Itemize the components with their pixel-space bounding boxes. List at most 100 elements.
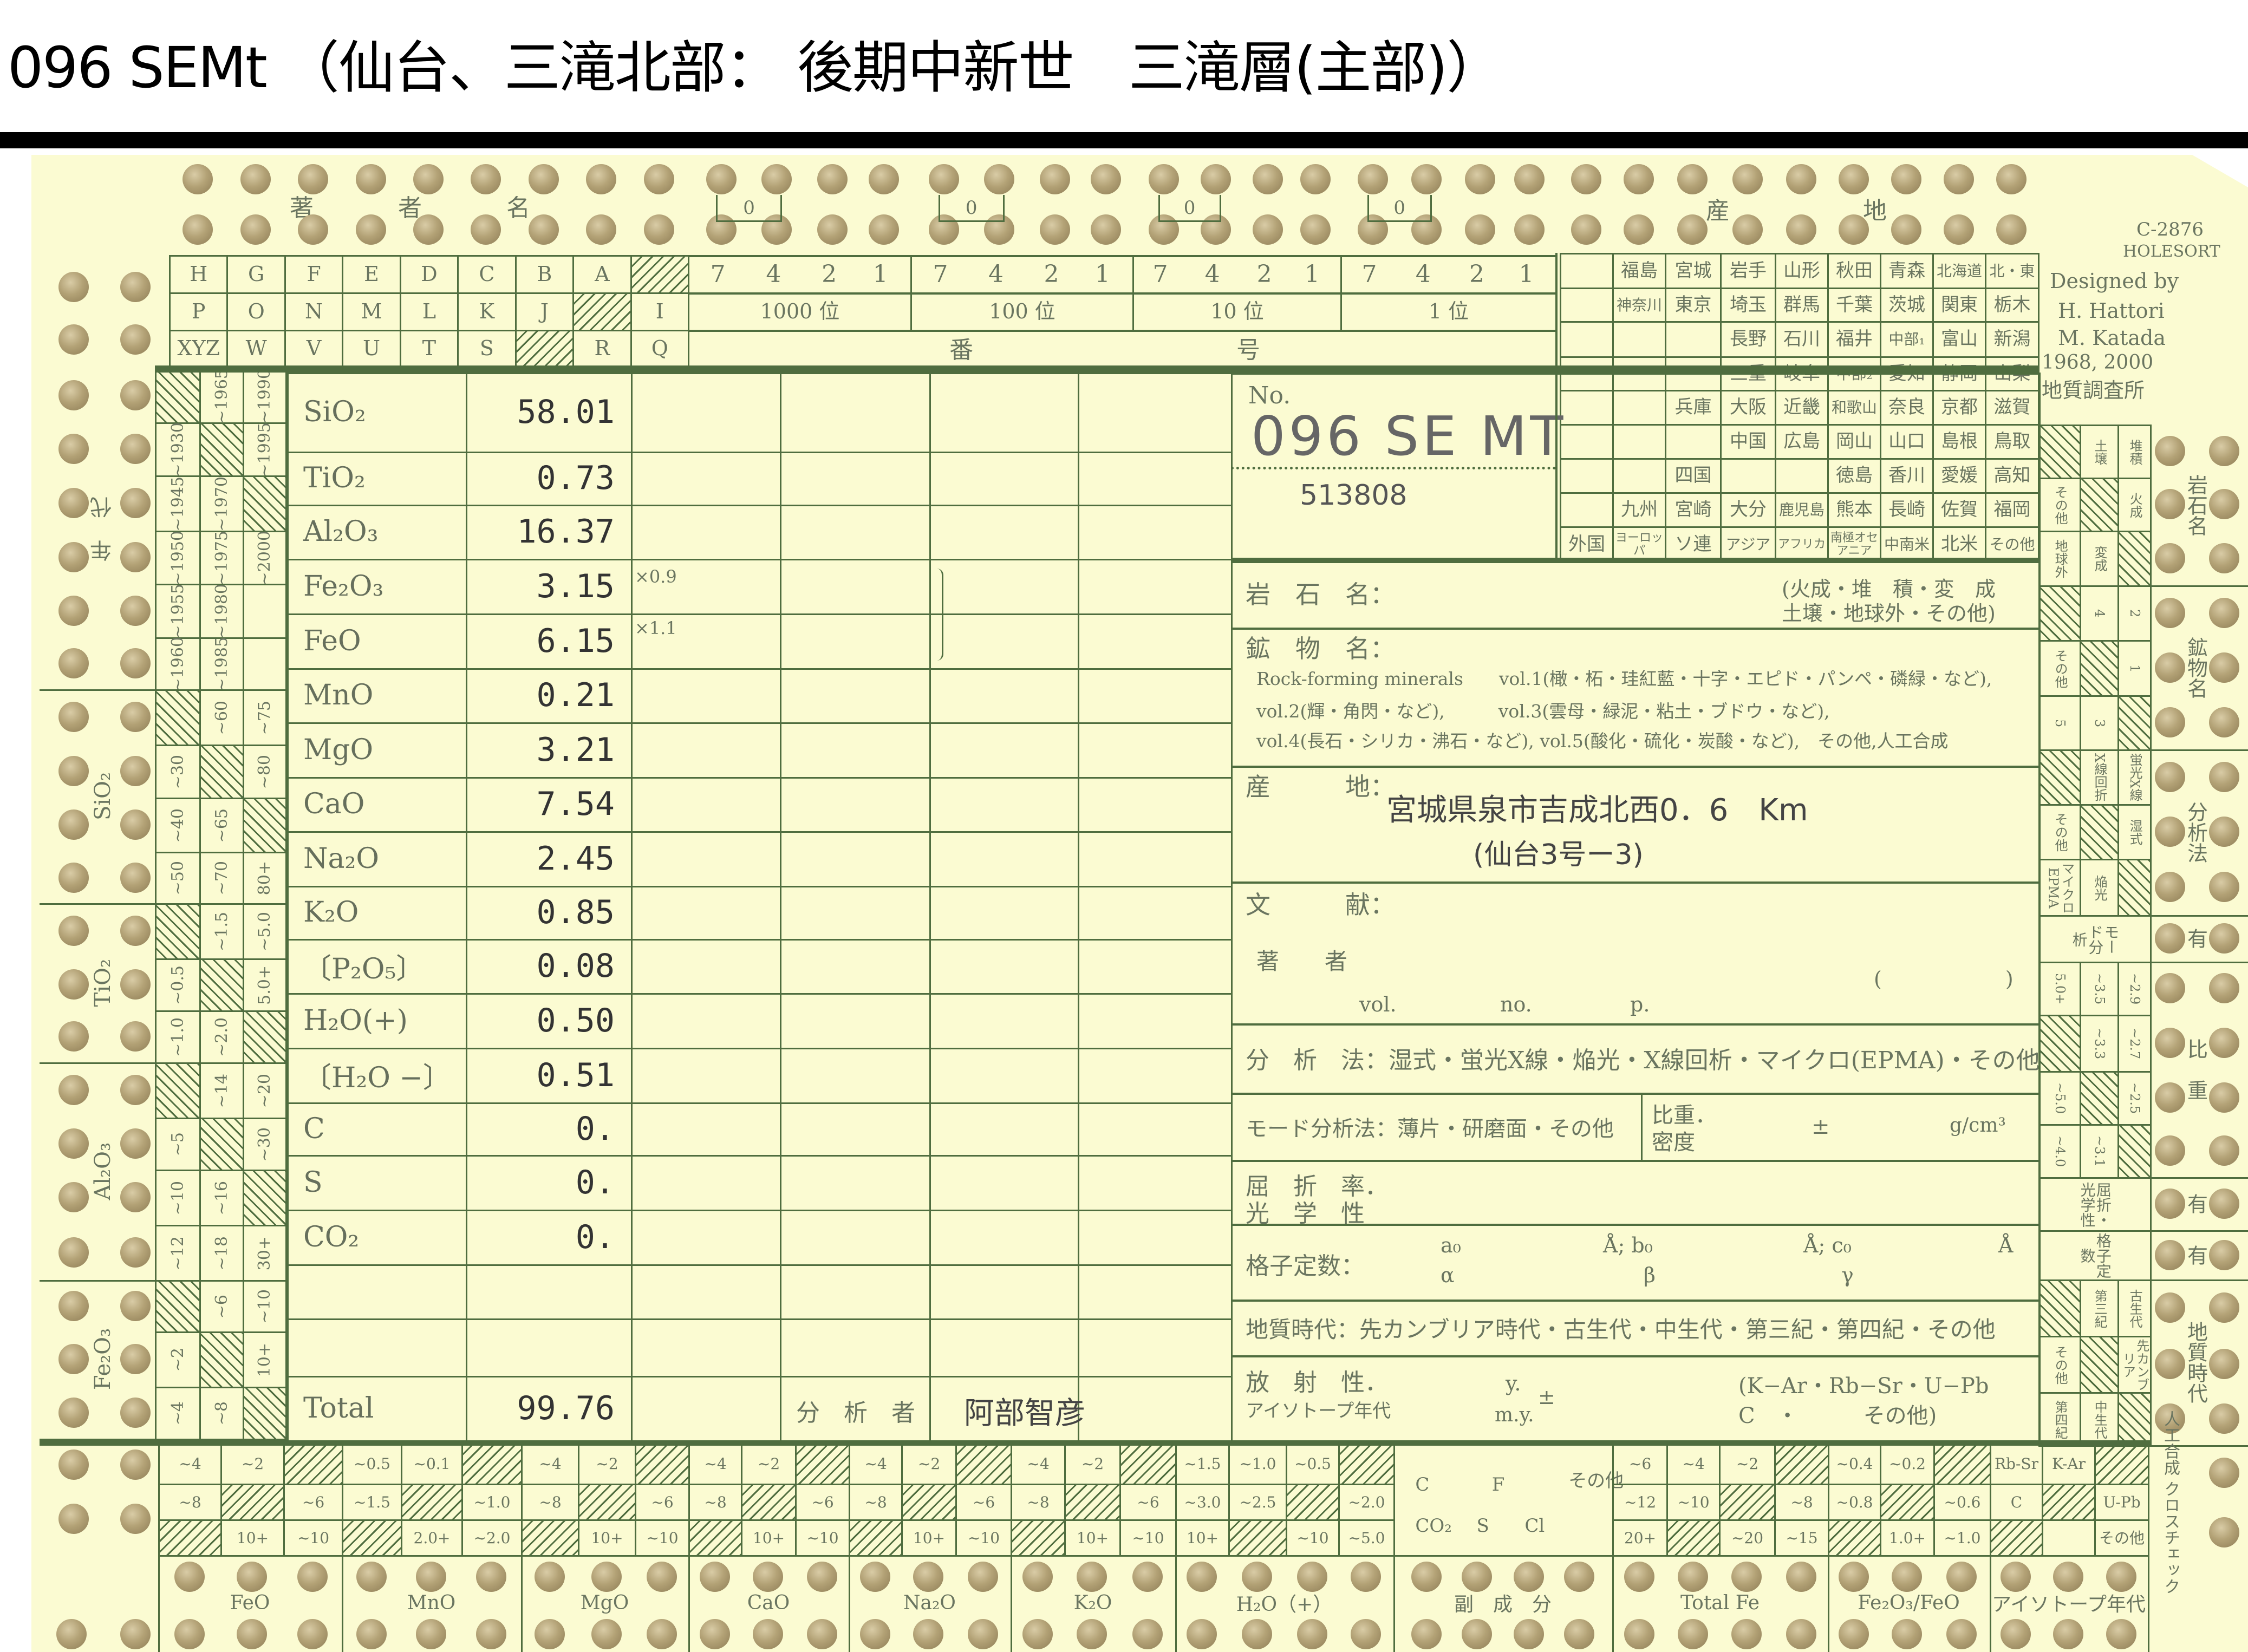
punch-hole[interactable] bbox=[120, 272, 151, 302]
punch-hole[interactable] bbox=[120, 756, 151, 786]
punch-hole[interactable] bbox=[58, 648, 89, 678]
punch-hole[interactable] bbox=[2209, 1517, 2239, 1547]
punch-hole[interactable] bbox=[1732, 214, 1763, 245]
punch-hole[interactable] bbox=[356, 1562, 387, 1592]
punch-hole[interactable] bbox=[1786, 1562, 1816, 1592]
punch-hole[interactable] bbox=[2155, 652, 2185, 683]
punch-hole[interactable] bbox=[120, 1504, 151, 1534]
punch-hole[interactable] bbox=[174, 1562, 205, 1592]
punch-hole[interactable] bbox=[699, 1562, 730, 1592]
punch-hole[interactable] bbox=[1732, 164, 1763, 194]
punch-hole[interactable] bbox=[1996, 214, 2027, 245]
punch-hole[interactable] bbox=[120, 1449, 151, 1480]
punch-hole[interactable] bbox=[761, 214, 792, 245]
punch-hole[interactable] bbox=[120, 862, 151, 893]
punch-hole[interactable] bbox=[2155, 707, 2185, 737]
punch-hole[interactable] bbox=[1132, 1562, 1163, 1592]
punch-hole[interactable] bbox=[1946, 1562, 1977, 1592]
punch-hole[interactable] bbox=[2052, 1562, 2083, 1592]
punch-hole[interactable] bbox=[58, 756, 89, 786]
punch-hole[interactable] bbox=[413, 164, 444, 194]
punch-hole[interactable] bbox=[1943, 164, 1974, 194]
punch-hole[interactable] bbox=[356, 1619, 387, 1649]
punch-hole[interactable] bbox=[298, 164, 329, 194]
punch-hole[interactable] bbox=[1187, 1562, 1217, 1592]
punch-hole[interactable] bbox=[2209, 543, 2239, 573]
punch-hole[interactable] bbox=[1296, 1619, 1327, 1649]
punch-hole[interactable] bbox=[58, 1344, 89, 1374]
punch-hole[interactable] bbox=[528, 214, 559, 245]
punch-hole[interactable] bbox=[1514, 164, 1545, 194]
punch-hole[interactable] bbox=[1731, 1562, 1762, 1592]
punch-hole[interactable] bbox=[2209, 1135, 2239, 1166]
punch-hole[interactable] bbox=[2155, 761, 2185, 792]
punch-hole[interactable] bbox=[2155, 1135, 2185, 1166]
punch-hole[interactable] bbox=[928, 214, 959, 245]
punch-hole[interactable] bbox=[586, 214, 617, 245]
punch-hole[interactable] bbox=[2209, 816, 2239, 847]
punch-hole[interactable] bbox=[2155, 543, 2185, 573]
punch-hole[interactable] bbox=[591, 1619, 622, 1649]
punch-hole[interactable] bbox=[183, 214, 213, 245]
punch-hole[interactable] bbox=[416, 1562, 446, 1592]
punch-hole[interactable] bbox=[1411, 1562, 1442, 1592]
punch-hole[interactable] bbox=[2209, 1458, 2239, 1488]
punch-hole[interactable] bbox=[237, 1619, 267, 1649]
punch-hole[interactable] bbox=[1300, 214, 1331, 245]
punch-hole[interactable] bbox=[2155, 973, 2185, 1003]
punch-hole[interactable] bbox=[1891, 164, 1921, 194]
punch-hole[interactable] bbox=[120, 809, 151, 840]
punch-hole[interactable] bbox=[297, 1562, 328, 1592]
punch-hole[interactable] bbox=[120, 702, 151, 732]
punch-hole[interactable] bbox=[1090, 164, 1121, 194]
punch-hole[interactable] bbox=[1943, 214, 1974, 245]
punch-hole[interactable] bbox=[2209, 707, 2239, 737]
punch-hole[interactable] bbox=[984, 164, 1014, 194]
punch-hole[interactable] bbox=[355, 164, 386, 194]
punch-hole[interactable] bbox=[1838, 164, 1869, 194]
punch-hole[interactable] bbox=[2155, 872, 2185, 902]
punch-hole[interactable] bbox=[868, 164, 899, 194]
punch-hole[interactable] bbox=[58, 1182, 89, 1212]
punch-hole[interactable] bbox=[1461, 1562, 1492, 1592]
punch-hole[interactable] bbox=[58, 702, 89, 732]
punch-hole[interactable] bbox=[706, 164, 737, 194]
punch-hole[interactable] bbox=[753, 1562, 783, 1592]
punch-hole[interactable] bbox=[2209, 597, 2239, 628]
punch-hole[interactable] bbox=[1564, 1619, 1595, 1649]
punch-hole[interactable] bbox=[1786, 164, 1816, 194]
punch-hole[interactable] bbox=[58, 272, 89, 302]
punch-hole[interactable] bbox=[753, 1619, 783, 1649]
punch-hole[interactable] bbox=[120, 648, 151, 678]
punch-hole[interactable] bbox=[2155, 489, 2185, 519]
punch-hole[interactable] bbox=[1242, 1562, 1272, 1592]
punch-hole[interactable] bbox=[1677, 1562, 1708, 1592]
punch-hole[interactable] bbox=[1242, 1619, 1272, 1649]
punch-hole[interactable] bbox=[984, 214, 1014, 245]
punch-hole[interactable] bbox=[806, 1562, 837, 1592]
punch-hole[interactable] bbox=[58, 809, 89, 840]
punch-hole[interactable] bbox=[58, 1504, 89, 1534]
punch-hole[interactable] bbox=[120, 1021, 151, 1052]
punch-hole[interactable] bbox=[2155, 1239, 2185, 1270]
punch-hole[interactable] bbox=[298, 214, 329, 245]
punch-hole[interactable] bbox=[2155, 816, 2185, 847]
punch-hole[interactable] bbox=[2209, 1239, 2239, 1270]
punch-hole[interactable] bbox=[534, 1619, 565, 1649]
punch-hole[interactable] bbox=[2209, 489, 2239, 519]
punch-hole[interactable] bbox=[534, 1562, 565, 1592]
punch-hole[interactable] bbox=[2209, 1349, 2239, 1379]
punch-hole[interactable] bbox=[1357, 164, 1388, 194]
punch-hole[interactable] bbox=[2106, 1619, 2136, 1649]
punch-hole[interactable] bbox=[1022, 1619, 1053, 1649]
punch-hole[interactable] bbox=[120, 1237, 151, 1268]
punch-hole[interactable] bbox=[1623, 214, 1654, 245]
punch-hole[interactable] bbox=[1200, 164, 1231, 194]
punch-hole[interactable] bbox=[1564, 1562, 1595, 1592]
punch-hole[interactable] bbox=[699, 1619, 730, 1649]
punch-hole[interactable] bbox=[2209, 761, 2239, 792]
punch-hole[interactable] bbox=[297, 1619, 328, 1649]
punch-hole[interactable] bbox=[2155, 436, 2185, 466]
punch-hole[interactable] bbox=[174, 1619, 205, 1649]
punch-hole[interactable] bbox=[1623, 164, 1654, 194]
